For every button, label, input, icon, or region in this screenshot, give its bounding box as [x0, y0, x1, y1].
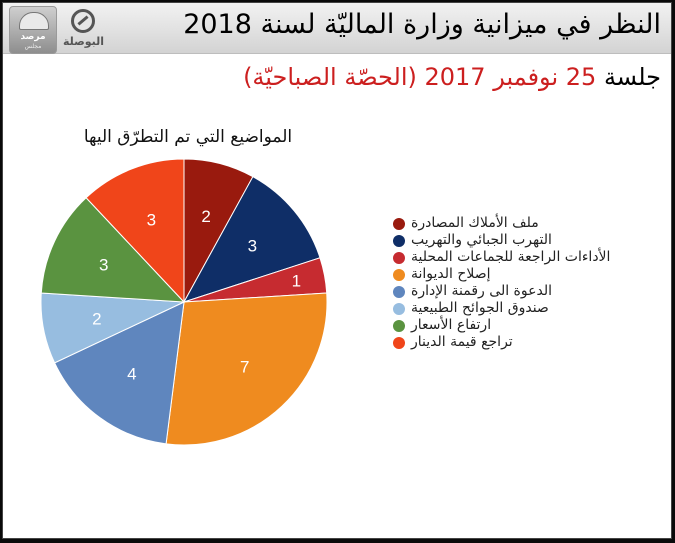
legend-label-8: تراجع قيمة الدينار: [411, 334, 513, 350]
legend-item-7: ارتفاع الأسعار: [391, 317, 671, 334]
legend-item-6: صندوق الجوائح الطبيعية: [391, 300, 671, 317]
slice-value-label-6: 2: [92, 310, 101, 329]
legend-swatch-8: [393, 337, 405, 349]
slice-value-label-5: 4: [127, 365, 136, 384]
albawsala-logo: البوصلة: [63, 7, 105, 51]
legend-item-1: ملف الأملاك المصادرة: [391, 215, 671, 232]
pie-slice-5: [53, 301, 185, 445]
legend-swatch-5: [393, 286, 405, 298]
session-subtitle: جلسة 25 نوفمبر 2017 (الحصّة الصباحيّة): [243, 63, 661, 91]
legend-item-8: تراجع قيمة الدينار: [391, 334, 671, 351]
legend-item-4: إصلاح الديوانة: [391, 266, 671, 283]
legend-swatch-7: [393, 320, 405, 332]
pie-chart: 2 3 1 7 4 2 3 3: [40, 158, 328, 446]
legend-label-6: صندوق الجوائح الطبيعية: [411, 300, 549, 316]
slice-value-label-8: 3: [147, 211, 156, 230]
logo-right-text: البوصلة: [63, 35, 105, 48]
legend-label-3: الأداءات الراجعة للجماعات المحلية: [411, 249, 611, 265]
legend-swatch-4: [393, 269, 405, 281]
legend-item-3: الأداءات الراجعة للجماعات المحلية: [391, 249, 671, 266]
compass-icon: [71, 9, 95, 33]
slice-value-label-1: 2: [201, 207, 210, 226]
subtitle-lead: جلسة: [603, 63, 661, 91]
legend-item-5: الدعوة الى رقمنة الإدارة: [391, 283, 671, 300]
pie-slice-7: [40, 197, 186, 303]
slice-value-label-2: 3: [248, 236, 257, 255]
legend-label-2: التهرب الجبائي والتهريب: [411, 232, 552, 248]
chart-title: المواضيع التي تم التطرّق اليها: [83, 127, 293, 147]
pie-slice-8: [85, 158, 185, 304]
header-bar: مرصد مجلس البوصلة النظر في ميزانية وزارة…: [3, 3, 671, 54]
legend-item-2: التهرب الجبائي والتهريب: [391, 232, 671, 249]
legend-label-4: إصلاح الديوانة: [411, 266, 491, 282]
page-title: النظر في ميزانية وزارة الماليّة لسنة 201…: [183, 9, 661, 40]
subtitle-date: 25 نوفمبر 2017 (الحصّة الصباحيّة): [243, 63, 597, 91]
legend-label-5: الدعوة الى رقمنة الإدارة: [411, 283, 552, 299]
legend-swatch-1: [393, 218, 405, 230]
parliament-observatory-logo: مرصد مجلس: [9, 6, 57, 54]
legend-swatch-6: [393, 303, 405, 315]
logo-left-subtext: مجلس: [24, 43, 42, 50]
slice-value-label-3: 1: [292, 272, 301, 291]
chart-legend: ملف الأملاك المصادرة التهرب الجبائي والته…: [391, 215, 671, 351]
legend-swatch-3: [393, 252, 405, 264]
slice-value-label-7: 3: [99, 255, 108, 274]
pie-slice-4: [165, 292, 328, 446]
pie-slice-2: [182, 176, 321, 303]
logo-left-text: مرصد: [20, 32, 46, 42]
legend-swatch-2: [393, 235, 405, 247]
slice-value-label-4: 7: [240, 358, 249, 377]
legend-label-1: ملف الأملاك المصادرة: [411, 215, 539, 231]
legend-label-7: ارتفاع الأسعار: [411, 317, 492, 333]
